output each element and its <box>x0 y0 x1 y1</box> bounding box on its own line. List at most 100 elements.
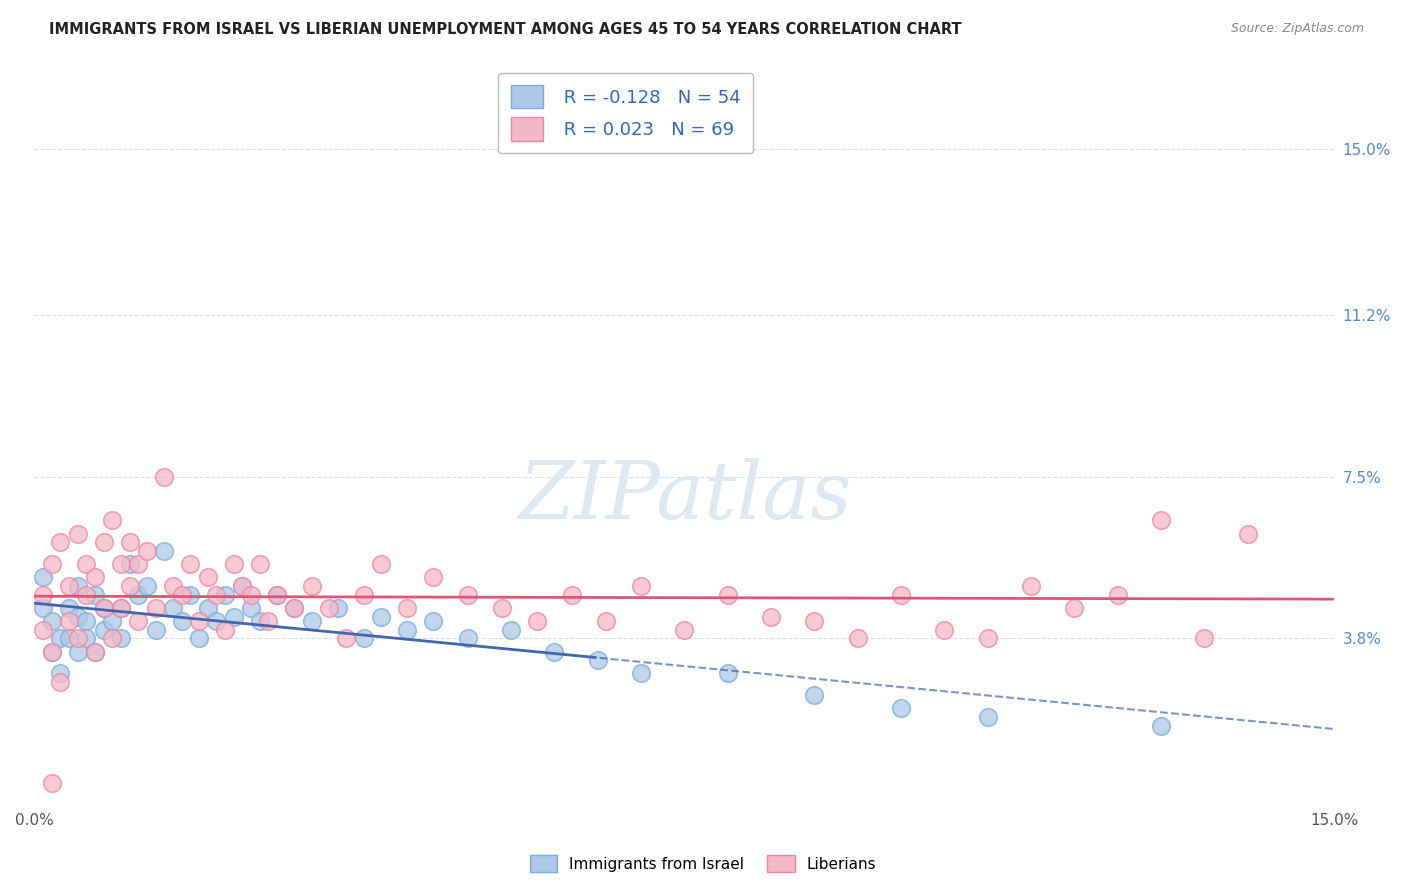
Point <box>222 557 245 571</box>
Point <box>353 632 375 646</box>
Point <box>32 600 55 615</box>
Point <box>41 644 63 658</box>
Point <box>240 588 263 602</box>
Point <box>673 623 696 637</box>
Point <box>32 570 55 584</box>
Point <box>93 600 115 615</box>
Point <box>75 557 97 571</box>
Point <box>1019 579 1042 593</box>
Point <box>395 600 418 615</box>
Point <box>717 588 740 602</box>
Point <box>110 632 132 646</box>
Point <box>32 623 55 637</box>
Point <box>1150 719 1173 733</box>
Point <box>205 614 228 628</box>
Point <box>58 600 80 615</box>
Point <box>499 623 522 637</box>
Point <box>188 632 211 646</box>
Point <box>58 632 80 646</box>
Point <box>41 614 63 628</box>
Point <box>41 644 63 658</box>
Point <box>127 557 149 571</box>
Point <box>214 623 236 637</box>
Point <box>630 579 652 593</box>
Point <box>84 644 107 658</box>
Point <box>41 776 63 790</box>
Point <box>153 544 176 558</box>
Point <box>1063 600 1085 615</box>
Point <box>934 623 956 637</box>
Point <box>759 609 782 624</box>
Point <box>101 614 124 628</box>
Point <box>101 632 124 646</box>
Point <box>75 632 97 646</box>
Point <box>75 588 97 602</box>
Point <box>976 710 998 724</box>
Point <box>395 623 418 637</box>
Point <box>249 557 271 571</box>
Point <box>803 688 825 702</box>
Point <box>127 614 149 628</box>
Point <box>266 588 288 602</box>
Point <box>301 614 323 628</box>
Point <box>162 600 184 615</box>
Text: IMMIGRANTS FROM ISRAEL VS LIBERIAN UNEMPLOYMENT AMONG AGES 45 TO 54 YEARS CORREL: IMMIGRANTS FROM ISRAEL VS LIBERIAN UNEMP… <box>49 22 962 37</box>
Point <box>49 632 72 646</box>
Point <box>890 588 912 602</box>
Point <box>58 614 80 628</box>
Point <box>58 579 80 593</box>
Point <box>75 614 97 628</box>
Point <box>318 600 340 615</box>
Point <box>353 588 375 602</box>
Point <box>66 526 89 541</box>
Point <box>84 588 107 602</box>
Point <box>890 701 912 715</box>
Point <box>162 579 184 593</box>
Point <box>49 675 72 690</box>
Point <box>846 632 869 646</box>
Point <box>370 557 392 571</box>
Point <box>170 614 193 628</box>
Point <box>457 632 479 646</box>
Point <box>222 609 245 624</box>
Point <box>110 600 132 615</box>
Point <box>630 666 652 681</box>
Point <box>257 614 280 628</box>
Legend:  R = -0.128   N = 54,  R = 0.023   N = 69: R = -0.128 N = 54, R = 0.023 N = 69 <box>498 72 754 153</box>
Point <box>136 579 159 593</box>
Point <box>249 614 271 628</box>
Point <box>136 544 159 558</box>
Text: ZIPatlas: ZIPatlas <box>517 458 851 535</box>
Point <box>283 600 305 615</box>
Point <box>84 570 107 584</box>
Point <box>561 588 583 602</box>
Point <box>145 600 167 615</box>
Point <box>491 600 513 615</box>
Point <box>170 588 193 602</box>
Point <box>422 614 444 628</box>
Point <box>231 579 253 593</box>
Point <box>101 513 124 527</box>
Point <box>66 609 89 624</box>
Point <box>197 570 219 584</box>
Point <box>266 588 288 602</box>
Point <box>188 614 211 628</box>
Point <box>66 644 89 658</box>
Point <box>153 469 176 483</box>
Point <box>41 557 63 571</box>
Point <box>118 579 141 593</box>
Point <box>145 623 167 637</box>
Point <box>976 632 998 646</box>
Point <box>179 557 201 571</box>
Point <box>66 579 89 593</box>
Point <box>84 644 107 658</box>
Point <box>110 557 132 571</box>
Point <box>118 557 141 571</box>
Legend: Immigrants from Israel, Liberians: Immigrants from Israel, Liberians <box>522 847 884 880</box>
Point <box>240 600 263 615</box>
Point <box>422 570 444 584</box>
Point <box>301 579 323 593</box>
Point <box>717 666 740 681</box>
Point <box>118 535 141 549</box>
Point <box>586 653 609 667</box>
